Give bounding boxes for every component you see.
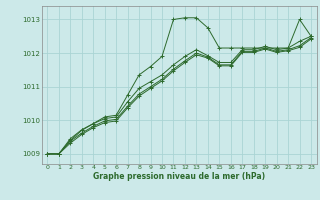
X-axis label: Graphe pression niveau de la mer (hPa): Graphe pression niveau de la mer (hPa) xyxy=(93,172,265,181)
